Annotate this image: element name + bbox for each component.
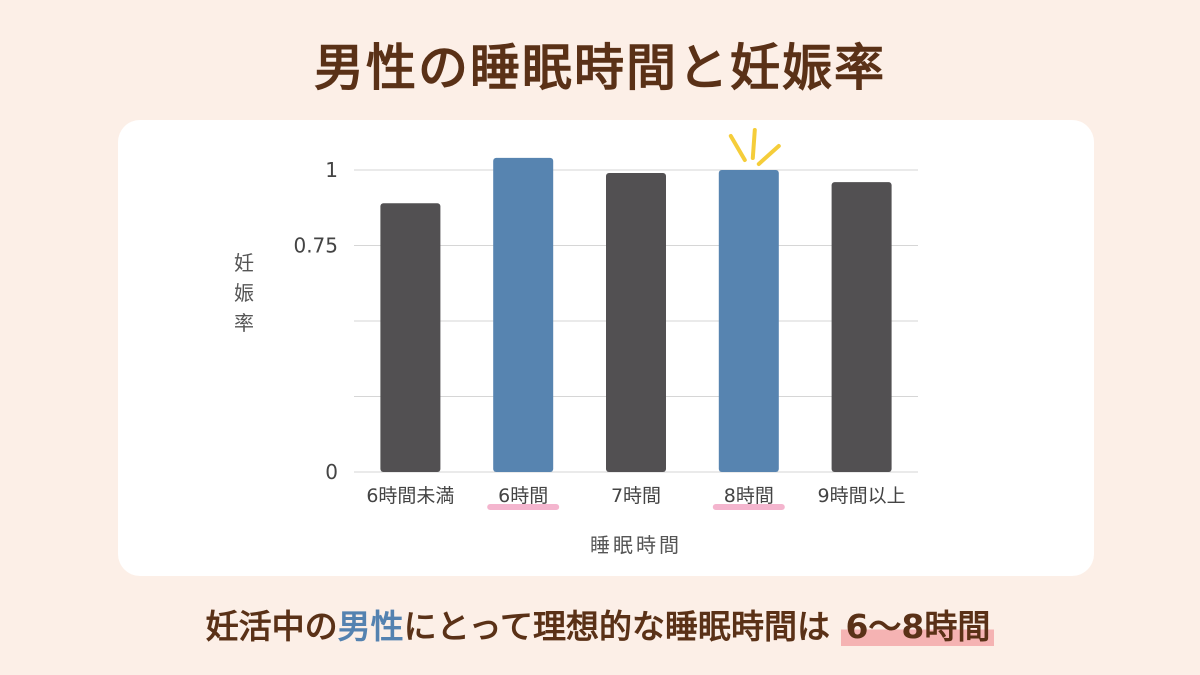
label-underline bbox=[712, 504, 785, 510]
footer-highlight-male: 男性 bbox=[337, 607, 404, 646]
x-tick-label: 8時間 bbox=[724, 485, 774, 507]
x-axis-label: 睡眠時間 bbox=[590, 533, 682, 557]
footer-caption: 妊活中の男性にとって理想的な睡眠時間は 6〜8時間 bbox=[0, 600, 1200, 648]
x-tick-label: 9時間以上 bbox=[818, 485, 906, 507]
bar bbox=[718, 170, 779, 472]
bar bbox=[606, 173, 666, 472]
x-tick-label: 7時間 bbox=[611, 485, 661, 507]
x-tick-label: 6時間未満 bbox=[366, 485, 454, 507]
label-underline bbox=[487, 504, 560, 510]
bar bbox=[831, 182, 892, 472]
y-tick-label: 1 bbox=[325, 158, 338, 182]
page-title: 男性の睡眠時間と妊娠率 bbox=[314, 39, 886, 97]
sparkle-icon bbox=[728, 128, 781, 166]
y-tick-label: 0 bbox=[325, 460, 338, 484]
y-axis-label: 妊娠率 bbox=[234, 251, 254, 335]
x-tick-label: 6時間 bbox=[498, 485, 548, 507]
chart-card: 0 0.75 1 6時間未満 6時間 7時間 8時間 9時間以上 妊娠率睡眠時間 bbox=[118, 120, 1094, 576]
bar bbox=[493, 157, 554, 473]
y-tick-label: 0.75 bbox=[293, 234, 338, 258]
footer-text-2: にとって理想的な睡眠時間は bbox=[403, 607, 830, 646]
bar bbox=[380, 203, 441, 472]
footer-text-1: 妊活中の bbox=[205, 607, 338, 646]
footer-highlight-range: 6〜8時間 bbox=[841, 607, 995, 646]
